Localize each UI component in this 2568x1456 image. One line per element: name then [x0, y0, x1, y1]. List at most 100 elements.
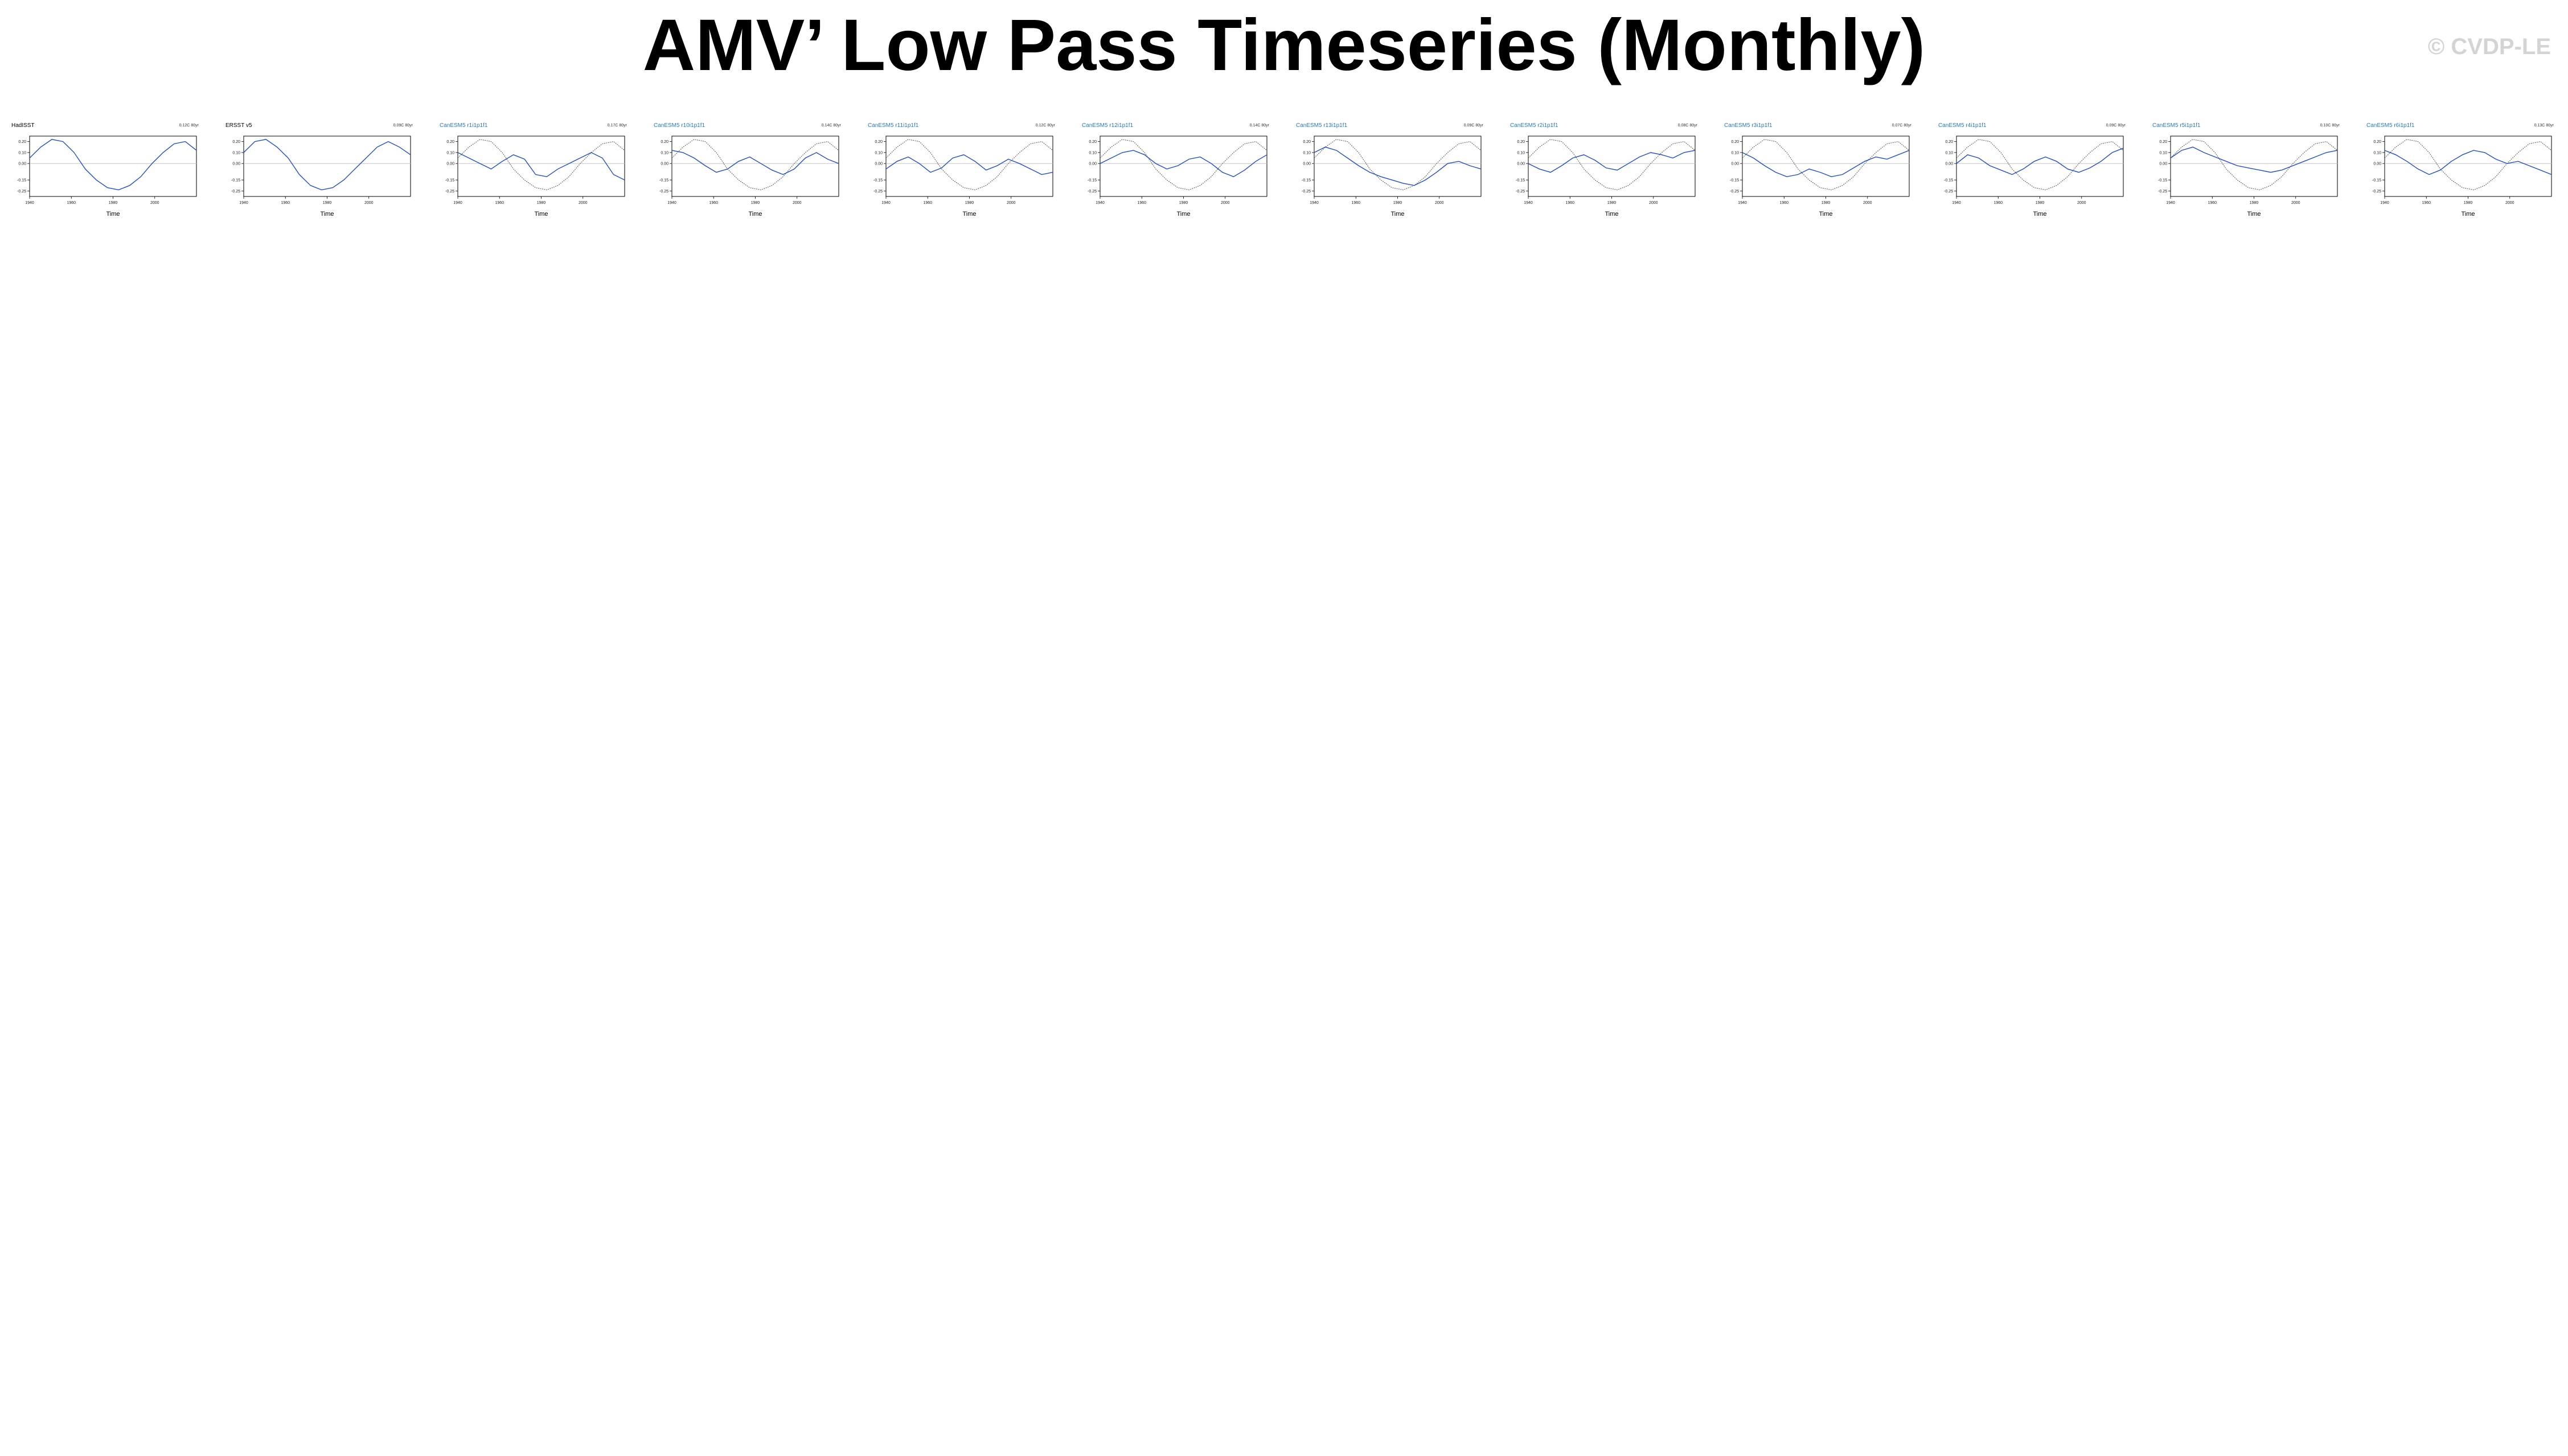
y-tick-label: 0.10	[1303, 151, 1311, 155]
x-tick-label: 1980	[2250, 201, 2259, 205]
x-tick-label: 2000	[364, 201, 374, 205]
x-tick-label: 1960	[1993, 201, 2003, 205]
chart-panel: CanESM5 r3i1p1f1 0.07C 80yr -0.25 -0.15 0.00…	[1718, 122, 1915, 219]
reference-series-line	[2170, 139, 2338, 190]
y-tick-label: 0.20	[18, 140, 26, 144]
x-tick-label: 1980	[323, 201, 332, 205]
x-axis-label: Time	[106, 211, 120, 218]
reference-series-line	[1100, 139, 1267, 190]
y-tick-label: 0.20	[1731, 140, 1739, 144]
y-tick-label: 0.10	[232, 151, 240, 155]
x-tick-label: 1960	[2422, 201, 2431, 205]
x-tick-label: 1940	[453, 201, 462, 205]
y-tick-label: -0.25	[873, 190, 883, 194]
y-tick-label: 0.20	[232, 140, 240, 144]
x-tick-label: 2000	[1435, 201, 1444, 205]
panel-trend-label: 0.10C 80yr	[2320, 124, 2340, 128]
y-tick-label: 0.00	[2373, 162, 2381, 166]
chart-panel: CanESM5 r13i1p1f1 0.09C 80yr -0.25 -0.15 0.0…	[1290, 122, 1487, 219]
series-line	[671, 150, 839, 175]
y-tick-label: -0.15	[1302, 179, 1311, 183]
panel-plot: -0.25 -0.15 0.00 0.10 0.20 1940 1960 1980 2000 Ti…	[2372, 136, 2552, 218]
panel-plot: -0.25 -0.15 0.00 0.10 0.20 1940 1960 1980 2000 Ti…	[1516, 136, 1696, 218]
y-tick-label: -0.25	[445, 190, 454, 194]
chart-panel: CanESM5 r1i1p1f1 0.17C 80yr -0.25 -0.15 0.00…	[434, 122, 630, 219]
y-tick-label: 0.00	[18, 162, 26, 166]
series-line	[1528, 150, 1696, 173]
y-tick-label: 0.00	[2159, 162, 2167, 166]
y-tick-label: -0.15	[1088, 179, 1097, 183]
series-line	[457, 152, 625, 181]
chart-panel: CanESM5 r6i1p1f1 0.13C 80yr -0.25 -0.15 0.00…	[2361, 122, 2557, 219]
x-tick-label: 1960	[495, 201, 504, 205]
y-tick-label: -0.25	[1302, 190, 1311, 194]
y-tick-label: 0.20	[2159, 140, 2167, 144]
plot-frame	[1528, 136, 1696, 197]
x-tick-label: 1940	[1952, 201, 1961, 205]
panel-title: CanESM5 r13i1p1f1	[1296, 122, 1348, 129]
panel-trend-label: 0.17C 80yr	[607, 124, 627, 128]
x-tick-label: 1940	[667, 201, 676, 205]
panel-plot: -0.25 -0.15 0.00 0.10 0.20 1940 1960 1980 2000 Ti…	[231, 136, 411, 218]
y-tick-label: -0.15	[1944, 179, 1953, 183]
x-tick-label: 1980	[751, 201, 760, 205]
x-tick-label: 1960	[67, 201, 76, 205]
x-tick-label: 2000	[2505, 201, 2514, 205]
chart-panel: CanESM5 r5i1p1f1 0.10C 80yr -0.25 -0.15 0.00…	[2147, 122, 2343, 219]
reference-series-line	[671, 139, 839, 190]
reference-series-line	[1314, 139, 1482, 190]
y-tick-label: -0.25	[1944, 190, 1953, 194]
x-axis-label: Time	[2247, 211, 2261, 218]
series-line	[1100, 150, 1267, 178]
x-tick-label: 1940	[2380, 201, 2389, 205]
panel-plot: -0.25 -0.15 0.00 0.10 0.20 1940 1960 1980 2000 Ti…	[445, 136, 625, 218]
x-tick-label: 1940	[881, 201, 891, 205]
panel-trend-label: 0.09C 80yr	[2106, 124, 2126, 128]
x-axis-label: Time	[962, 211, 976, 218]
plot-frame	[243, 136, 411, 197]
series-line	[1742, 150, 1910, 178]
y-tick-label: -0.25	[1730, 190, 1739, 194]
x-tick-label: 2000	[1007, 201, 1016, 205]
chart-panel: CanESM5 r12i1p1f1 0.14C 80yr -0.25 -0.15 0.0…	[1076, 122, 1273, 219]
plot-frame	[457, 136, 625, 197]
x-tick-label: 1980	[109, 201, 118, 205]
x-tick-label: 1960	[709, 201, 718, 205]
x-tick-label: 1980	[965, 201, 974, 205]
plot-frame	[1956, 136, 2124, 197]
panel-trend-label: 0.14C 80yr	[1249, 124, 1269, 128]
panel-plot: -0.25 -0.15 0.00 0.10 0.20 1940 1960 1980 2000 Ti…	[2158, 136, 2338, 218]
panel-plot: -0.25 -0.15 0.00 0.10 0.20 1940 1960 1980 2000 Ti…	[659, 136, 839, 218]
panel-plot: -0.25 -0.15 0.00 0.10 0.20 1940 1960 1980 2000 Ti…	[873, 136, 1053, 218]
y-tick-label: 0.20	[2373, 140, 2381, 144]
y-tick-label: 0.20	[661, 140, 668, 144]
panel-title: ERSST v5	[225, 122, 252, 129]
panel-title: CanESM5 r4i1p1f1	[1938, 122, 1987, 129]
y-tick-label: -0.25	[1516, 190, 1525, 194]
y-tick-label: 0.10	[1945, 151, 1953, 155]
panel-title: CanESM5 r12i1p1f1	[1082, 122, 1134, 129]
y-tick-label: 0.10	[18, 151, 26, 155]
x-tick-label: 1980	[537, 201, 546, 205]
y-tick-label: 0.00	[232, 162, 240, 166]
series-line	[1956, 147, 2124, 175]
panel-title: CanESM5 r10i1p1f1	[654, 122, 705, 129]
x-tick-label: 1980	[2464, 201, 2473, 205]
reference-series-line	[885, 139, 1053, 190]
y-tick-label: 0.10	[1517, 151, 1525, 155]
y-tick-label: 0.10	[2159, 151, 2167, 155]
x-tick-label: 1960	[2208, 201, 2217, 205]
chart-panel: ERSST v5 0.09C 80yr -0.25 -0.15 0.00 0.10 0.20…	[220, 122, 416, 219]
y-tick-label: -0.15	[445, 179, 454, 183]
x-tick-label: 1960	[281, 201, 290, 205]
panel-title: CanESM5 r11i1p1f1	[868, 122, 919, 129]
y-tick-label: -0.25	[1088, 190, 1097, 194]
page-title: AMV’ Low Pass Timeseries (Monthly)	[642, 5, 1926, 86]
x-tick-label: 1960	[923, 201, 932, 205]
series-line	[243, 139, 411, 191]
y-tick-label: -0.15	[17, 179, 26, 183]
x-tick-label: 1980	[2036, 201, 2045, 205]
panel-title: CanESM5 r2i1p1f1	[1510, 122, 1558, 129]
y-tick-label: 0.10	[1089, 151, 1097, 155]
